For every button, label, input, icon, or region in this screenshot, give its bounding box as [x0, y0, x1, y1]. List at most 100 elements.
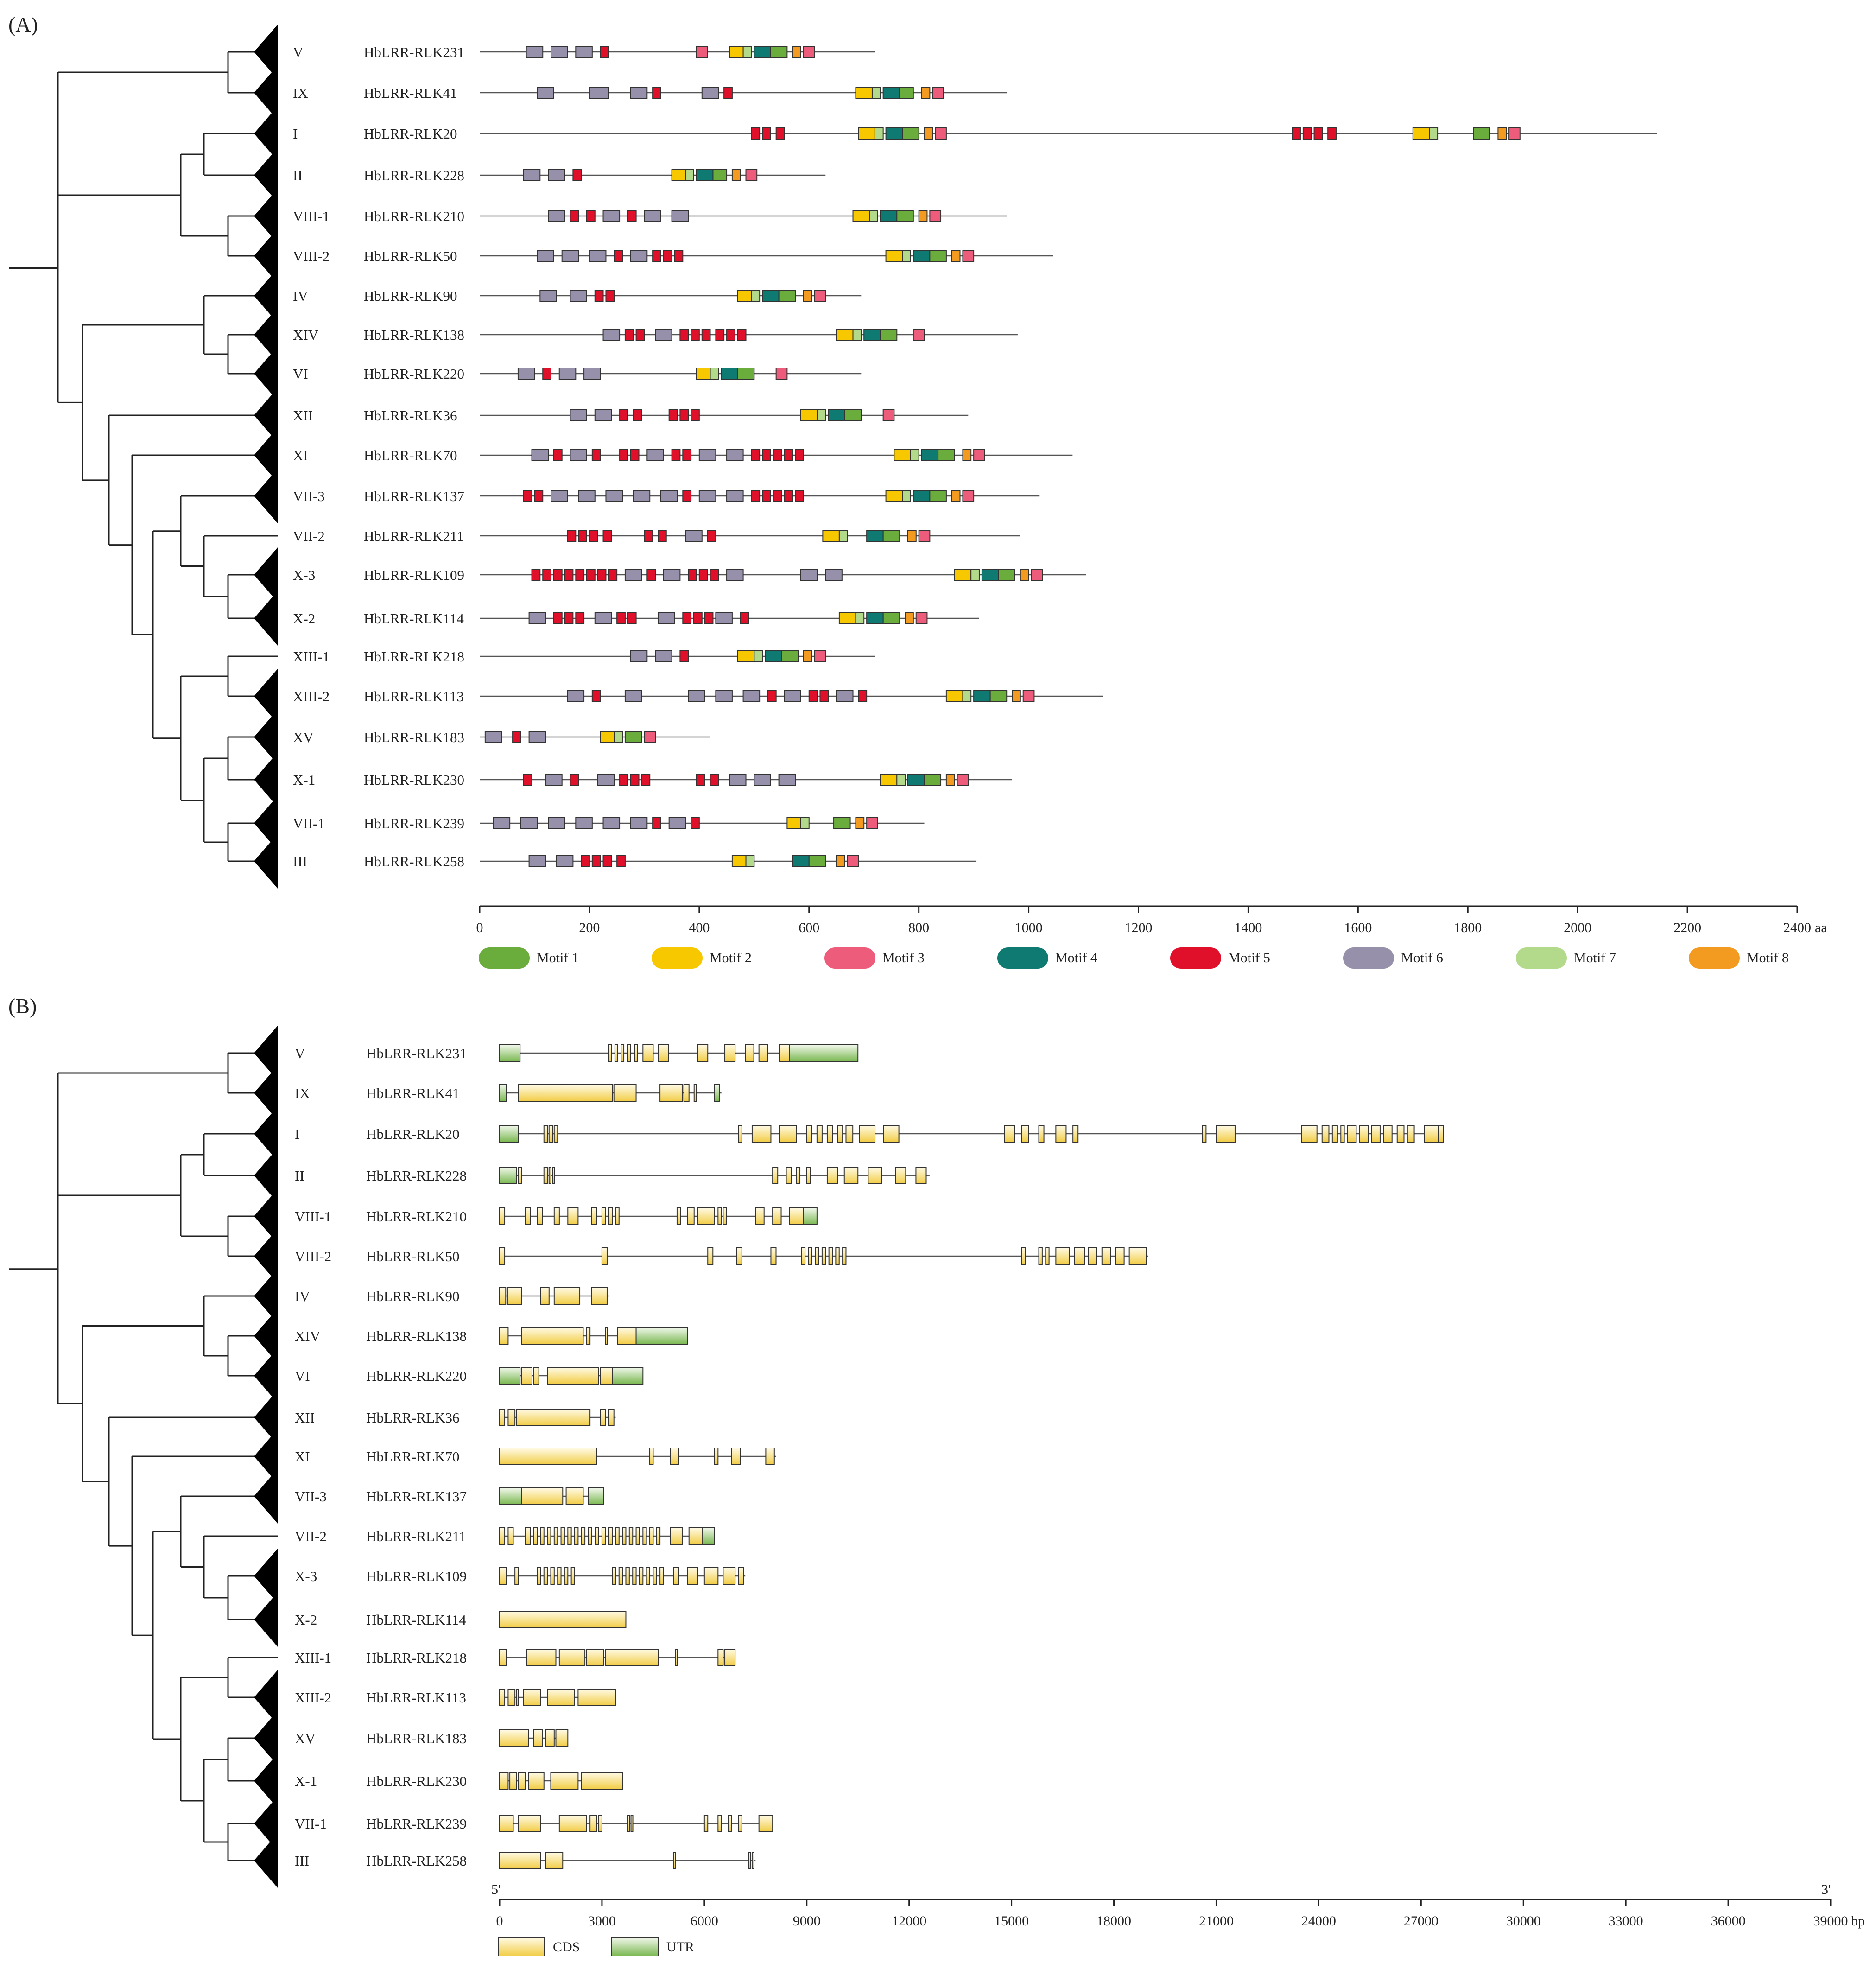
motif-8-box	[962, 449, 972, 461]
motif-7-box	[685, 169, 694, 181]
cds-exon-block	[600, 1367, 613, 1385]
cds-exon-block	[821, 1247, 826, 1265]
legend-swatch-motif-1	[479, 947, 530, 969]
cds-exon-block	[1359, 1125, 1369, 1143]
motif-6-box	[726, 449, 744, 461]
panel-b-collapsed-clade-marker	[254, 1710, 278, 1766]
clade-label: II	[295, 1168, 304, 1184]
motif-3-box	[803, 46, 815, 58]
motif-7-box	[902, 250, 911, 262]
clade-label: VIII-1	[293, 208, 330, 224]
cds-exon-block	[550, 1772, 579, 1790]
motif-6-box	[528, 731, 546, 743]
clade-label: XI	[295, 1448, 310, 1465]
cds-exon-block	[837, 1125, 843, 1143]
clade-label: X-2	[293, 610, 315, 627]
structure-row-hblrr-rlk41: IX HbLRR-RLK41	[295, 1084, 722, 1102]
cds-exon-block	[600, 1409, 606, 1426]
motif-5-box	[679, 409, 689, 421]
motif-6-box	[742, 690, 761, 702]
structure-row-hblrr-rlk220: VI HbLRR-RLK220	[295, 1367, 644, 1385]
utr-block	[702, 1527, 715, 1545]
cds-exon-block	[1216, 1125, 1236, 1143]
motif-1-box	[833, 817, 851, 829]
motif-5-box	[630, 449, 640, 461]
cds-exon-block	[537, 1207, 543, 1225]
cds-exon-block	[521, 1327, 584, 1345]
cds-exon-block	[1424, 1125, 1439, 1143]
cds-exon-block	[717, 1649, 724, 1666]
motif-5-box	[570, 210, 579, 222]
utr-block	[499, 1367, 521, 1385]
motif-7-box	[910, 449, 919, 461]
cds-exon-block	[499, 1448, 597, 1465]
motif-5-box	[531, 569, 541, 581]
motif-6-box	[685, 530, 703, 542]
motif-6-box	[548, 210, 565, 222]
cds-exon-block	[553, 1527, 558, 1545]
cds-exon-block	[714, 1448, 719, 1465]
motif-1-box	[924, 774, 942, 786]
cds-exon-block	[586, 1649, 604, 1666]
axis-tick-label: 12000	[892, 1913, 926, 1929]
motif-1-box	[844, 409, 862, 421]
cds-exon-block	[570, 1567, 576, 1585]
motif-3-box	[644, 731, 656, 743]
cds-exon-block	[533, 1527, 538, 1545]
structure-row-hblrr-rlk239: VII-1 HbLRR-RLK239	[295, 1815, 773, 1832]
axis-tick-label: 200	[579, 920, 600, 935]
cds-exon-block	[1396, 1125, 1405, 1143]
motif-5-box	[723, 87, 733, 99]
motif-row-hblrr-rlk36: XII HbLRR-RLK36	[293, 407, 969, 424]
motif-row-hblrr-rlk70: XI HbLRR-RLK70	[293, 447, 1073, 464]
legend-label-motif-3: Motif 3	[882, 950, 925, 965]
motif-5-box	[652, 87, 661, 99]
gene-id: HbLRR-RLK41	[364, 85, 457, 101]
clade-label: IX	[293, 85, 308, 101]
cds-exon-block	[528, 1772, 545, 1790]
motif-5-box	[553, 569, 563, 581]
cds-exon-block	[1128, 1247, 1147, 1265]
motif-4-box	[863, 329, 881, 341]
motif-4-box	[973, 690, 991, 702]
motif-6-box	[589, 87, 609, 99]
clade-label: VIII-2	[295, 1248, 331, 1264]
motif-7-box	[970, 569, 980, 581]
axis-tick-label: 2200	[1673, 920, 1701, 935]
cds-exon-block	[553, 1207, 560, 1225]
cds-exon-block	[537, 1567, 541, 1585]
cds-exon-block	[608, 1409, 615, 1426]
motif-7-box	[852, 329, 862, 341]
cds-exon-block	[789, 1207, 804, 1225]
motif-3-box	[775, 368, 788, 380]
cds-exon-block	[499, 1247, 506, 1265]
motif-row-hblrr-rlk183: XV HbLRR-RLK183	[293, 729, 710, 745]
axis-tick-label: 9000	[793, 1913, 821, 1929]
cds-exon-block	[806, 1125, 812, 1143]
cds-exon-block	[540, 1287, 550, 1305]
motif-1-box	[880, 329, 898, 341]
gene-id: HbLRR-RLK218	[366, 1650, 467, 1666]
axis-unit: bp	[1851, 1913, 1865, 1929]
clade-label: XIII-2	[293, 688, 330, 705]
structure-row-hblrr-rlk210: VIII-1 HbLRR-RLK210	[295, 1207, 818, 1225]
utr-block	[499, 1487, 522, 1505]
panel-a-collapsed-clade-marker	[254, 752, 278, 807]
gene-id: HbLRR-RLK109	[364, 567, 464, 583]
axis-tick-label: 18000	[1096, 1913, 1131, 1929]
motif-6-box	[567, 690, 585, 702]
cds-exon-block	[816, 1125, 823, 1143]
cds-exon-block	[895, 1167, 906, 1184]
motif-6-box	[589, 250, 607, 262]
motif-5-box	[707, 530, 716, 542]
motif-5-box	[762, 127, 771, 140]
cds-exon-block	[758, 1044, 768, 1062]
cds-exon-block	[1004, 1125, 1015, 1143]
motif-5-box	[646, 569, 656, 581]
panel-b-collapsed-clade-marker	[254, 1753, 278, 1809]
cds-exon-block	[1438, 1125, 1444, 1143]
motif-5-box	[553, 449, 563, 461]
motif-5-box	[767, 690, 777, 702]
utr-block	[612, 1367, 644, 1385]
motif-3-box	[745, 169, 758, 181]
